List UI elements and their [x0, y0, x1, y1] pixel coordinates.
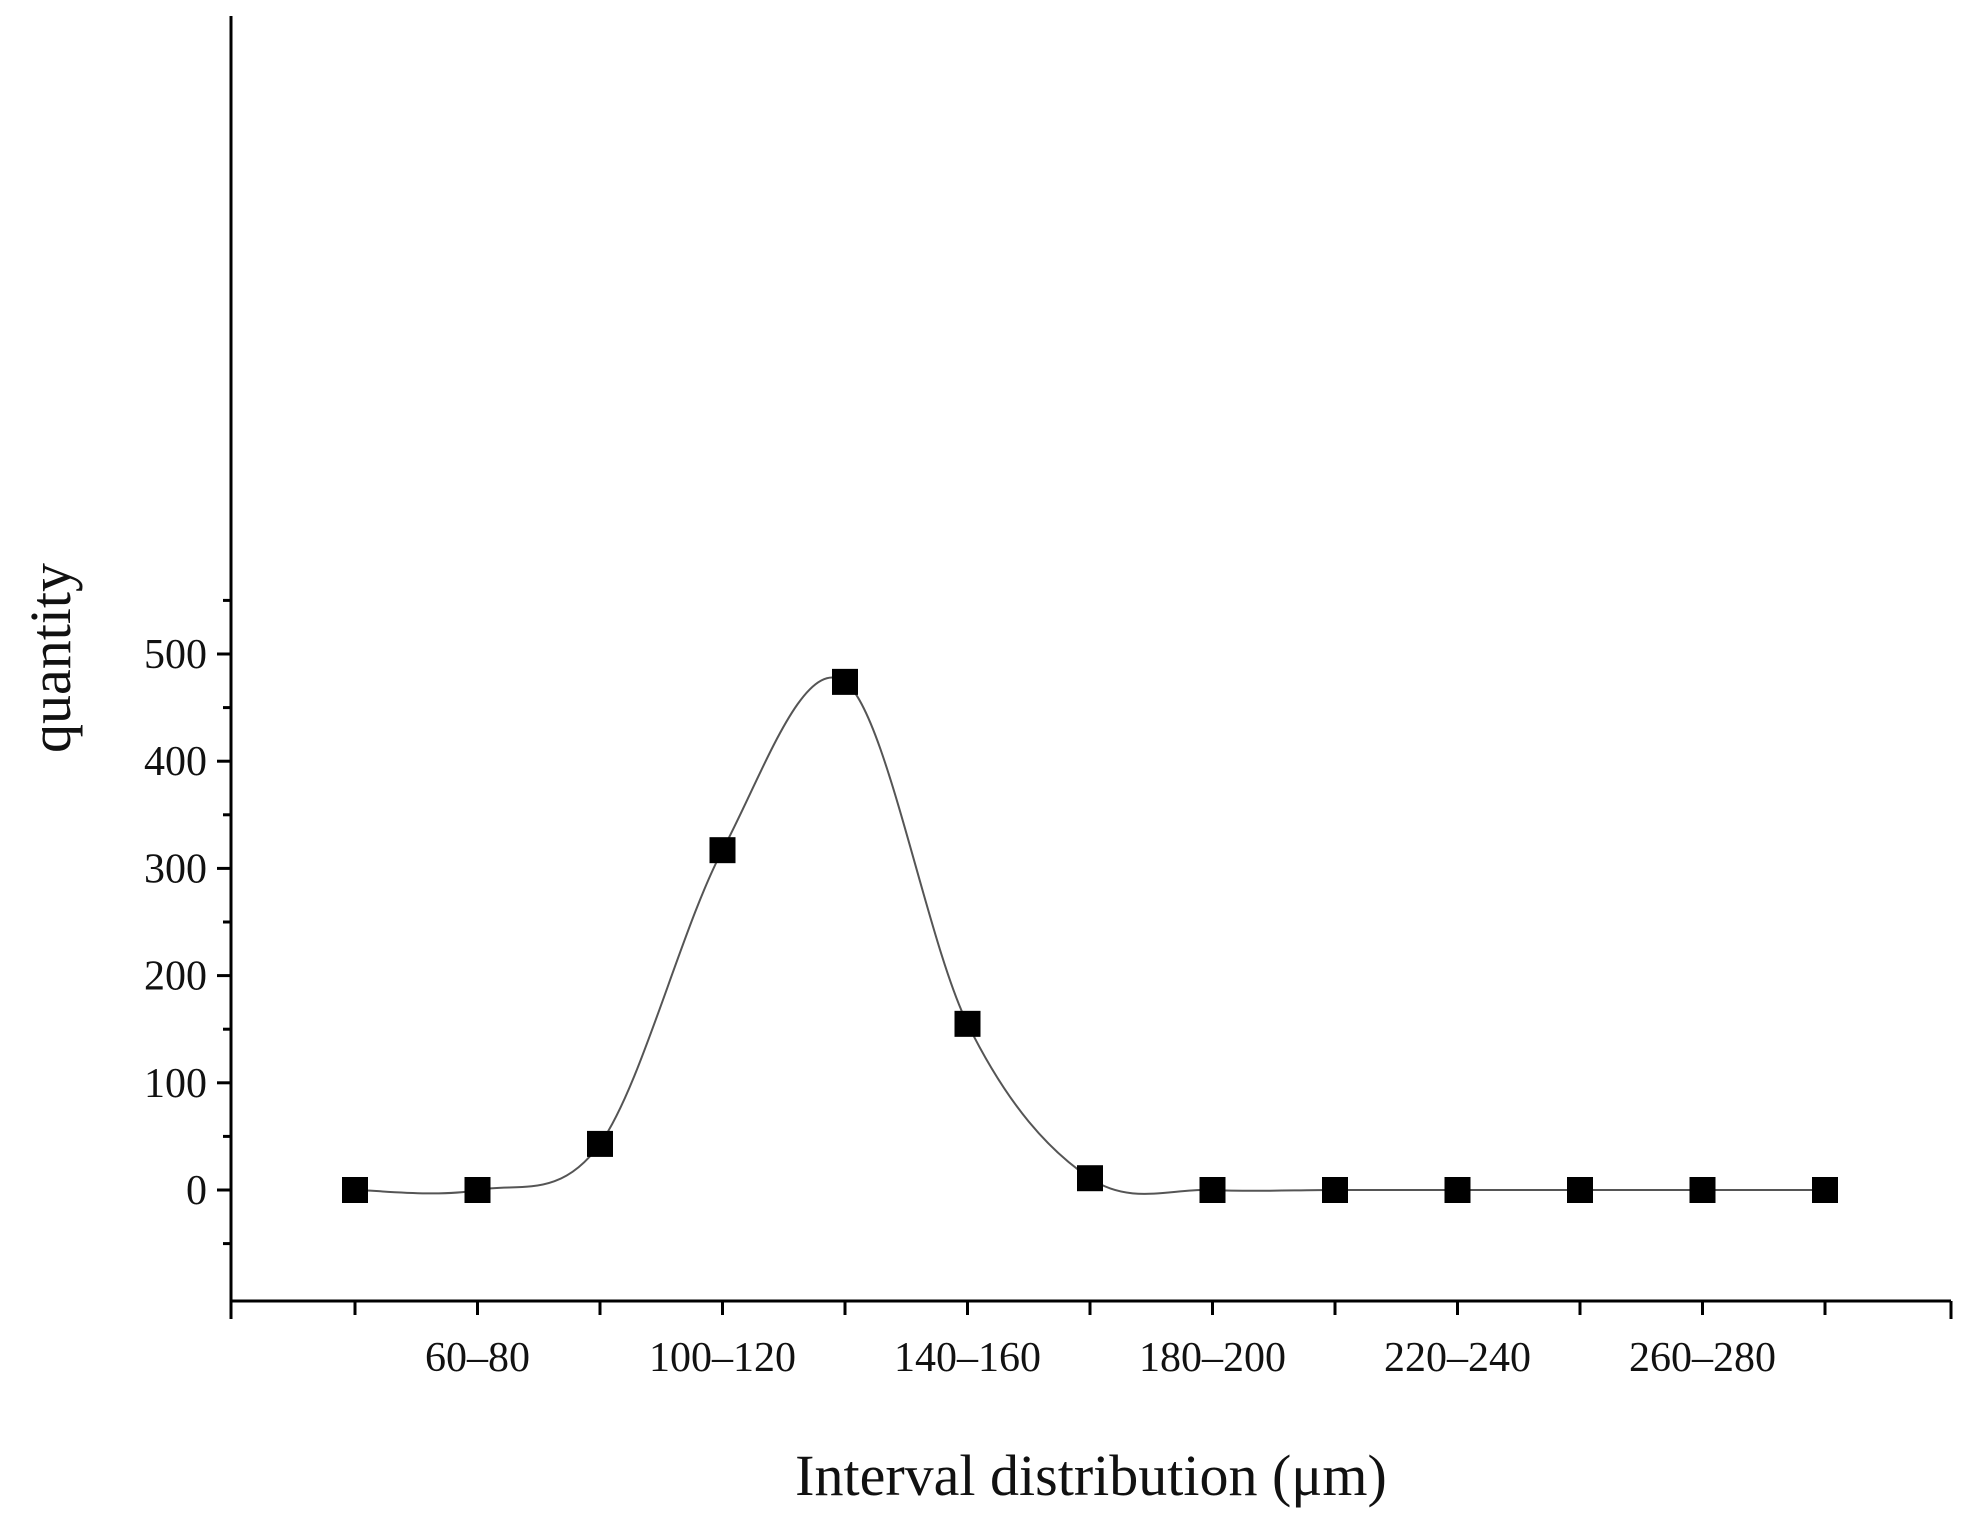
- data-point: [709, 837, 736, 864]
- x-tick-label: 60–80: [425, 1335, 530, 1381]
- x-tick-label: 180–200: [1139, 1335, 1286, 1381]
- y-ticks: 0 100 200 300 400 500: [144, 598, 231, 1246]
- data-point: [1812, 1177, 1838, 1203]
- x-tick-label: 260–280: [1629, 1335, 1776, 1381]
- data-point: [1077, 1165, 1103, 1192]
- data-markers: [342, 668, 1838, 1203]
- data-point: [954, 1010, 981, 1037]
- y-tick-label: 400: [144, 739, 207, 785]
- y-tick-label: 100: [144, 1061, 207, 1107]
- data-point: [1567, 1177, 1593, 1203]
- fit-curve: [354, 676, 1825, 1195]
- data-point: [1444, 1177, 1471, 1203]
- data-point: [1199, 1177, 1226, 1203]
- data-point: [464, 1177, 491, 1203]
- data-point: [342, 1177, 368, 1203]
- y-tick-label: 300: [144, 846, 207, 892]
- y-tick-label: 500: [144, 632, 207, 678]
- x-tick-label: 220–240: [1384, 1335, 1531, 1381]
- data-point: [1689, 1177, 1716, 1203]
- x-tick-label: 140–160: [894, 1335, 1041, 1381]
- data-point: [587, 1130, 613, 1157]
- data-point: [832, 668, 858, 695]
- x-tick-label: 100–120: [649, 1335, 796, 1381]
- data-point: [1322, 1177, 1348, 1203]
- y-axis-title: quantity: [18, 563, 83, 753]
- axes: [229, 16, 1951, 1303]
- y-tick-label: 0: [186, 1168, 207, 1214]
- x-axis-title: Interval distribution (μm): [795, 1443, 1387, 1508]
- x-ticks: 60–80 100–120 140–160 180–200 220–240 260–280: [229, 1301, 1953, 1381]
- y-tick-label: 200: [144, 954, 207, 1000]
